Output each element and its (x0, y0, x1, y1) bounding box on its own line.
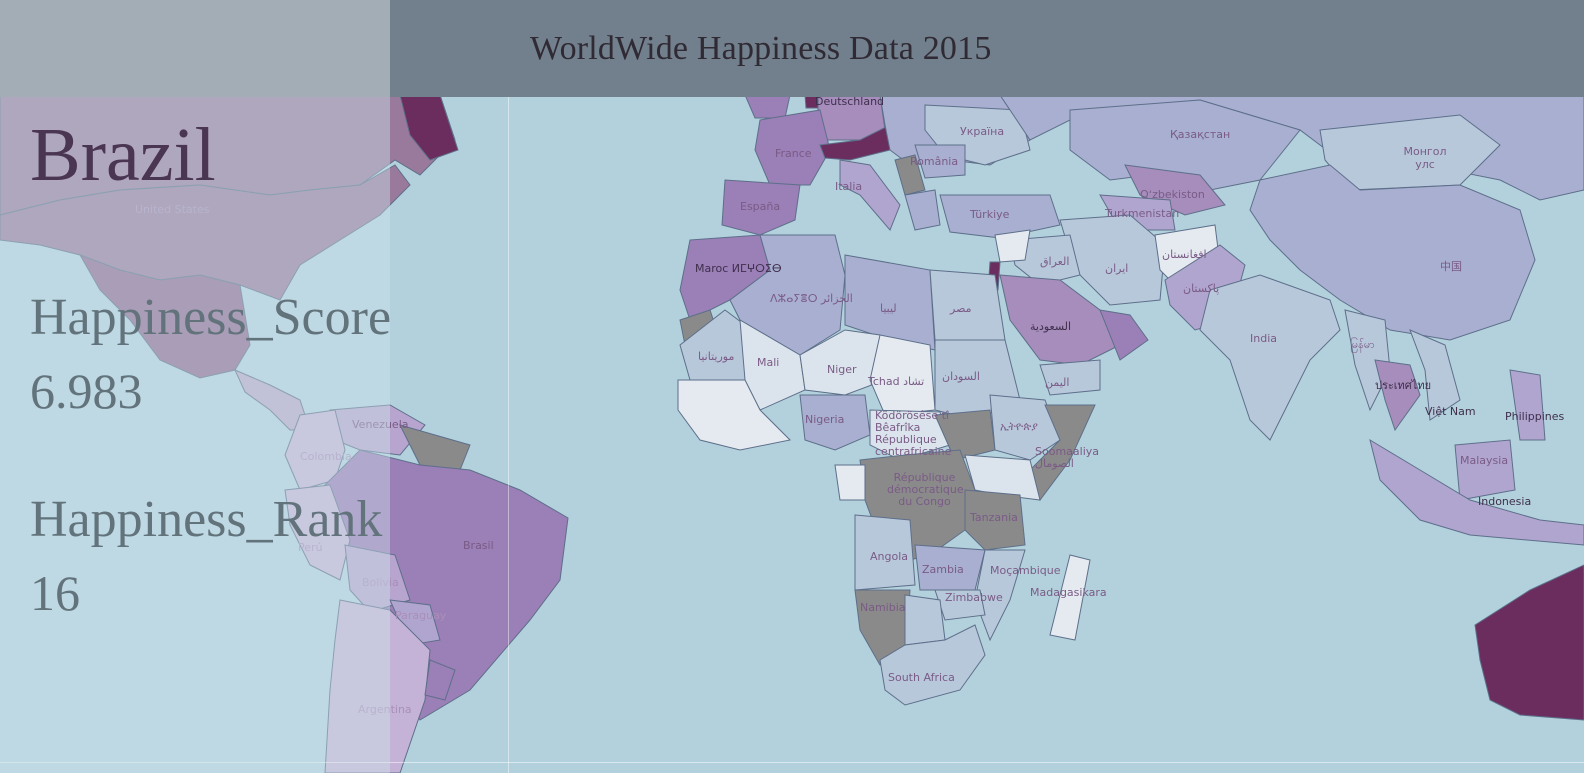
country-balkans[interactable] (894, 154, 926, 196)
country-spain[interactable] (721, 179, 801, 236)
bottom-divider-line (0, 762, 1584, 763)
panel-divider-line (508, 97, 509, 773)
country-bolivia[interactable] (344, 544, 411, 613)
country-gabon-congo[interactable] (834, 464, 866, 501)
country-uzbekistan[interactable] (1124, 164, 1226, 216)
country-ethiopia[interactable] (989, 394, 1061, 461)
happiness-rank-value: 16 (30, 565, 80, 621)
country-philippines[interactable] (1509, 369, 1546, 441)
country-car[interactable] (869, 409, 951, 461)
happiness-score-value: 6.983 (30, 363, 143, 419)
country-australia[interactable] (1474, 564, 1584, 721)
country-indonesia[interactable] (1369, 438, 1584, 546)
selected-country-name: Brazil (30, 113, 216, 197)
country-syria[interactable] (994, 229, 1031, 263)
country-west-africa[interactable] (677, 379, 792, 451)
info-panel (0, 97, 390, 773)
country-argentina-chile[interactable] (324, 599, 431, 773)
country-thailand[interactable] (1374, 359, 1421, 432)
country-china[interactable] (1249, 164, 1536, 341)
app-title: WorldWide Happiness Data 2015 (530, 30, 992, 67)
country-botswana[interactable] (904, 594, 946, 646)
country-nigeria[interactable] (799, 394, 871, 451)
country-madagascar[interactable] (1049, 554, 1091, 641)
country-tanzania[interactable] (964, 489, 1026, 551)
country-south-africa[interactable] (879, 624, 986, 706)
country-vietnam[interactable] (1409, 329, 1461, 421)
country-mali[interactable] (739, 319, 806, 411)
country-romania[interactable] (914, 144, 966, 179)
country-uruguay[interactable] (424, 659, 456, 701)
happiness-rank-label: Happiness_Rank (30, 491, 383, 548)
happiness-score-label: Happiness_Score (30, 289, 392, 346)
country-oman-uae[interactable] (1099, 309, 1149, 361)
country-greece[interactable] (904, 189, 941, 231)
country-france[interactable] (754, 109, 831, 186)
country-peru[interactable] (284, 484, 351, 581)
country-angola[interactable] (854, 514, 916, 591)
country-saudi-arabia[interactable] (999, 274, 1121, 366)
header-left-block (0, 0, 390, 97)
country-chad[interactable] (869, 334, 936, 416)
country-myanmar[interactable] (1344, 309, 1391, 412)
header-bar (390, 0, 1584, 97)
country-egypt[interactable] (929, 269, 1006, 341)
country-zambia[interactable] (914, 544, 986, 591)
country-malaysia-borneo[interactable] (1454, 439, 1516, 501)
country-india[interactable] (1199, 274, 1341, 441)
country-yemen[interactable] (1039, 359, 1101, 396)
country-italy[interactable] (839, 159, 901, 231)
country-mexico[interactable] (78, 254, 251, 379)
